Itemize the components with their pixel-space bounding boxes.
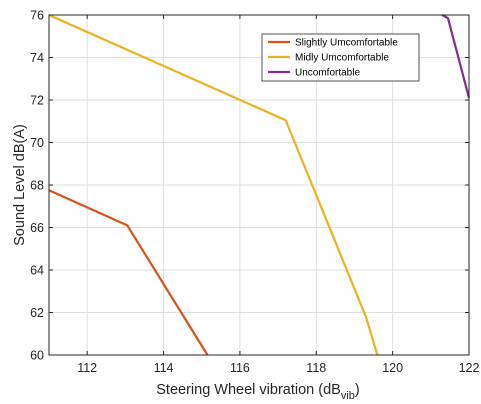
x-tick-label: 112 xyxy=(77,361,97,375)
y-tick-label: 62 xyxy=(30,306,44,320)
y-tick-label: 74 xyxy=(30,51,44,65)
x-tick-label: 116 xyxy=(230,361,250,375)
series-lines xyxy=(48,13,471,356)
series-line-3 xyxy=(441,14,471,99)
y-tick-label: 70 xyxy=(30,136,44,150)
ticks: 112 114 116 118 120 122 60 62 64 66 68 70 72 74 76 xyxy=(30,9,479,376)
legend-label-1: Slightly Umcomfortable xyxy=(295,38,398,49)
x-tick-label: 120 xyxy=(382,361,403,375)
legend-label-3: Uncomfortable xyxy=(295,68,360,79)
y-tick-label: 64 xyxy=(30,264,44,278)
legend: Slightly Umcomfortable Midly Umcomfortabl… xyxy=(261,33,420,82)
x-axis-label: Steering Wheel vibration (dBvib) xyxy=(156,382,359,402)
grid xyxy=(49,15,469,355)
y-tick-label: 72 xyxy=(30,94,44,108)
y-tick-label: 60 xyxy=(30,349,44,363)
y-tick-label: 76 xyxy=(30,9,44,23)
y-tick-label: 68 xyxy=(30,179,44,193)
y-tick-label: 66 xyxy=(30,221,44,235)
legend-label-2: Midly Umcomfortable xyxy=(295,53,389,64)
series-line-1 xyxy=(48,189,209,356)
x-tick-label: 114 xyxy=(154,361,174,375)
series-line-2 xyxy=(48,13,379,356)
x-tick-label: 118 xyxy=(306,361,326,375)
y-axis-label: Sound Level dB(A) xyxy=(12,124,28,246)
x-tick-label: 122 xyxy=(459,361,480,375)
